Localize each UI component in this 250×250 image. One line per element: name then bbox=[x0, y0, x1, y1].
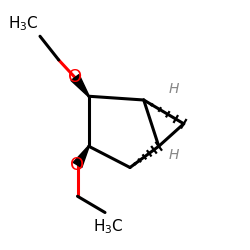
Polygon shape bbox=[71, 74, 89, 96]
Text: O: O bbox=[70, 156, 85, 174]
Text: H: H bbox=[168, 148, 179, 162]
Text: O: O bbox=[68, 68, 82, 86]
Text: $\mathsf{H_3C}$: $\mathsf{H_3C}$ bbox=[94, 217, 124, 236]
Text: H: H bbox=[168, 82, 179, 96]
Polygon shape bbox=[73, 146, 89, 168]
Text: $\mathsf{H_3C}$: $\mathsf{H_3C}$ bbox=[8, 14, 39, 33]
